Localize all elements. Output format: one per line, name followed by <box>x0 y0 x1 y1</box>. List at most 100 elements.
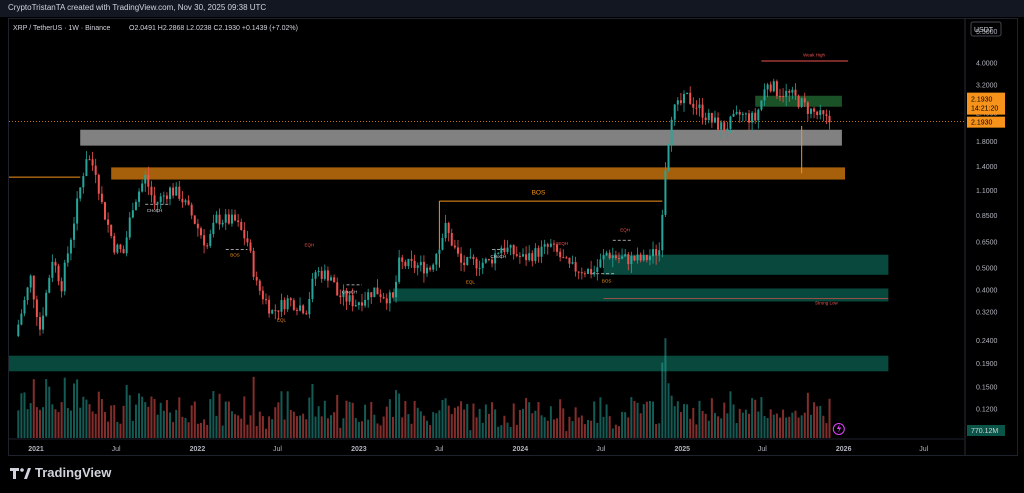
candle-body <box>305 313 308 315</box>
volume-bar <box>342 418 345 438</box>
volume-bar <box>803 412 806 438</box>
candle-body <box>624 254 627 257</box>
volume-bar <box>574 407 577 438</box>
volume-bar <box>261 416 264 438</box>
volume-bar <box>732 404 735 438</box>
volume-bar <box>280 391 283 438</box>
candle-body <box>209 234 212 246</box>
volume-bar <box>379 425 382 438</box>
volume-bar <box>29 403 32 438</box>
volume-bar <box>113 405 116 438</box>
volume-bar <box>23 392 26 438</box>
volume-bar <box>599 397 602 438</box>
candle-body <box>320 270 323 279</box>
candle-body <box>655 249 658 256</box>
volume-bar <box>494 409 497 438</box>
volume-bar <box>723 402 726 438</box>
candle-body <box>255 276 258 281</box>
candle-body <box>63 262 66 292</box>
volume-bar <box>506 422 509 438</box>
candle-body <box>82 176 85 188</box>
volume-bar <box>710 398 713 438</box>
volume-bar <box>360 421 363 438</box>
volume-bar <box>76 379 79 438</box>
candle-body <box>460 253 463 263</box>
volume-bar <box>302 413 305 438</box>
volume-bar <box>791 412 794 438</box>
volume-bar <box>487 413 490 438</box>
volume-bar <box>138 393 141 438</box>
volume-bar <box>788 416 791 438</box>
volume-bar <box>147 406 150 438</box>
volume-bar <box>240 418 243 438</box>
candle-body <box>407 258 410 267</box>
candle-body <box>261 290 264 300</box>
close-price-label: 2.1930 <box>971 120 993 127</box>
chart-area[interactable]: Weak High BOS BOS BOS CHoCH CHoCH CHoCH EQH EQH E… <box>8 18 1018 456</box>
candle-body <box>698 104 701 108</box>
candle-body <box>271 310 274 314</box>
volume-bar <box>655 423 658 438</box>
volume-bar <box>206 424 209 438</box>
candle-body <box>100 193 103 203</box>
candle-body <box>717 117 720 130</box>
candle-body <box>376 287 379 295</box>
volume-bar <box>252 376 255 438</box>
candle-body <box>107 219 110 225</box>
tradingview-logo[interactable]: TradingView <box>8 464 118 487</box>
volume-bar <box>778 417 781 438</box>
candle-body <box>227 214 230 224</box>
volume-bar <box>676 401 679 438</box>
candle-body <box>122 249 125 254</box>
candle-body <box>314 272 317 279</box>
volume-bar <box>475 417 478 438</box>
volume-bar <box>828 398 831 438</box>
volume-bar <box>277 402 280 438</box>
candle-body <box>744 113 747 115</box>
candle-body <box>506 247 509 252</box>
candle-body <box>218 214 221 225</box>
volume-bar <box>819 405 822 438</box>
volume-bar <box>153 399 156 438</box>
candle-body <box>125 237 128 254</box>
price-chart[interactable]: Weak High BOS BOS BOS CHoCH CHoCH CHoCH EQH EQH E… <box>9 19 1017 455</box>
volume-bar <box>809 414 812 438</box>
candle-body <box>373 287 376 298</box>
volume-bar <box>748 413 751 438</box>
volume-bar <box>627 417 630 438</box>
candle-body <box>444 223 447 239</box>
candle-body <box>453 245 456 248</box>
candle-body <box>413 260 416 268</box>
y-tick-label: 0.6500 <box>976 240 998 247</box>
volume-bar <box>580 415 583 438</box>
volume-bar <box>500 425 503 438</box>
volume-bar <box>85 399 88 438</box>
volume-bar <box>726 413 729 438</box>
candle-body <box>484 258 487 263</box>
candle-body <box>342 291 345 298</box>
candle-body <box>286 298 289 310</box>
candle-body <box>639 254 642 261</box>
volume-bar <box>364 404 367 438</box>
volume-bar <box>822 415 825 438</box>
candle-body <box>552 243 555 245</box>
volume-bar <box>540 415 543 438</box>
candle-body <box>556 244 559 252</box>
volume-bar <box>552 419 555 438</box>
volume-bar <box>528 402 531 438</box>
candle-body <box>103 202 106 220</box>
volume-bar <box>264 428 267 438</box>
candle-body <box>178 186 181 199</box>
x-tick-label: 2025 <box>674 446 690 453</box>
volume-bar <box>797 417 800 438</box>
volume-bar <box>295 416 298 438</box>
volume-label-box <box>967 425 1005 436</box>
volume-bar <box>571 421 574 438</box>
volume-bar <box>376 423 379 438</box>
candle-body <box>91 159 94 166</box>
volume-bar <box>460 401 463 438</box>
lightning-icon <box>832 423 845 435</box>
volume-bar <box>292 411 295 438</box>
candle-body <box>181 198 184 203</box>
volume-bar <box>382 416 385 438</box>
